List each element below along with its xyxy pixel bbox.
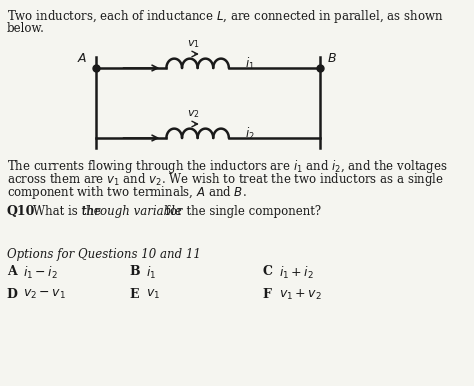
Text: $v_1$: $v_1$ (187, 38, 200, 50)
Text: $i_1$: $i_1$ (146, 265, 156, 281)
Text: What is the: What is the (33, 205, 105, 218)
Text: across them are $v_1$ and $v_2$. We wish to treat the two inductors as a single: across them are $v_1$ and $v_2$. We wish… (7, 171, 444, 188)
Text: $i_1 - i_2$: $i_1 - i_2$ (23, 265, 58, 281)
Text: E: E (129, 288, 138, 301)
Text: Options for Questions 10 and 11: Options for Questions 10 and 11 (7, 248, 201, 261)
Text: Q10: Q10 (7, 205, 35, 218)
Text: through variable: through variable (82, 205, 182, 218)
Text: $v_2$: $v_2$ (187, 108, 200, 120)
Text: A: A (7, 265, 17, 278)
Text: $i_1 + i_2$: $i_1 + i_2$ (279, 265, 314, 281)
Text: $B$: $B$ (327, 51, 337, 64)
Text: below.: below. (7, 22, 45, 35)
Text: D: D (7, 288, 18, 301)
Text: The currents flowing through the inductors are $i_1$ and $i_2$, and the voltages: The currents flowing through the inducto… (7, 158, 447, 175)
Text: $i_2$: $i_2$ (246, 126, 255, 142)
Text: $v_1 + v_2$: $v_1 + v_2$ (279, 288, 321, 302)
Text: $v_1$: $v_1$ (146, 288, 160, 301)
Text: component with two terminals, $A$ and $B$.: component with two terminals, $A$ and $B… (7, 184, 246, 201)
Text: $i_1$: $i_1$ (246, 56, 255, 72)
Text: F: F (262, 288, 271, 301)
Text: C: C (262, 265, 272, 278)
Text: for the single component?: for the single component? (162, 205, 321, 218)
Text: $A$: $A$ (77, 51, 87, 64)
Text: $v_2 - v_1$: $v_2 - v_1$ (23, 288, 66, 301)
Text: B: B (129, 265, 140, 278)
Text: Two inductors, each of inductance $L$, are connected in parallel, as shown: Two inductors, each of inductance $L$, a… (7, 8, 443, 25)
